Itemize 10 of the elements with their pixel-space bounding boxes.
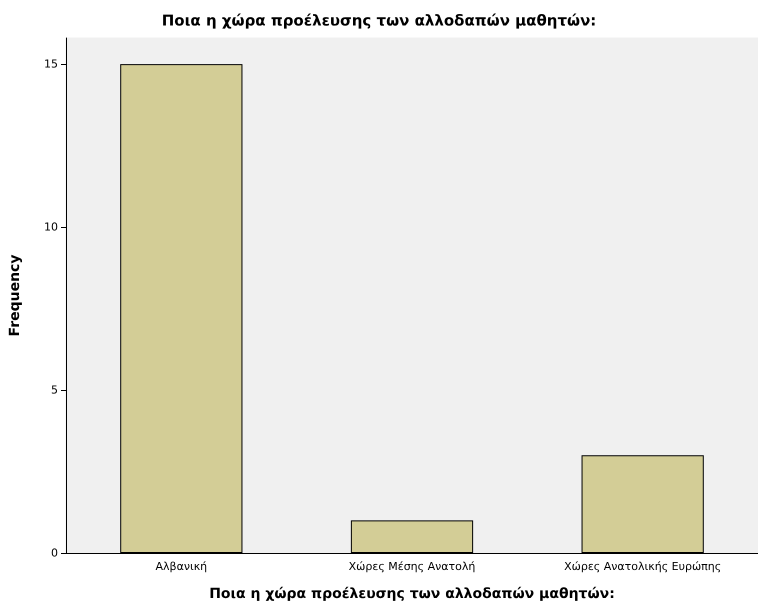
x-tick-label: Αλβανική bbox=[156, 560, 208, 573]
x-tick-label: Χώρες Ανατολικής Ευρώπης bbox=[564, 560, 722, 573]
chart-title: Ποια η χώρα προέλευσης των αλλοδαπών μαθητών: bbox=[162, 12, 596, 30]
y-axis-title: Frequency bbox=[7, 254, 23, 336]
x-axis-title: Ποια η χώρα προέλευσης των αλλοδαπών μαθητών: bbox=[209, 586, 615, 602]
y-tick-label: 5 bbox=[51, 384, 58, 397]
y-tick-label: 10 bbox=[44, 220, 58, 234]
x-tick-label: Χώρες Μέσης Ανατολή bbox=[348, 560, 476, 573]
y-tick-label: 15 bbox=[44, 58, 58, 71]
y-tick-label: 0 bbox=[51, 546, 58, 560]
